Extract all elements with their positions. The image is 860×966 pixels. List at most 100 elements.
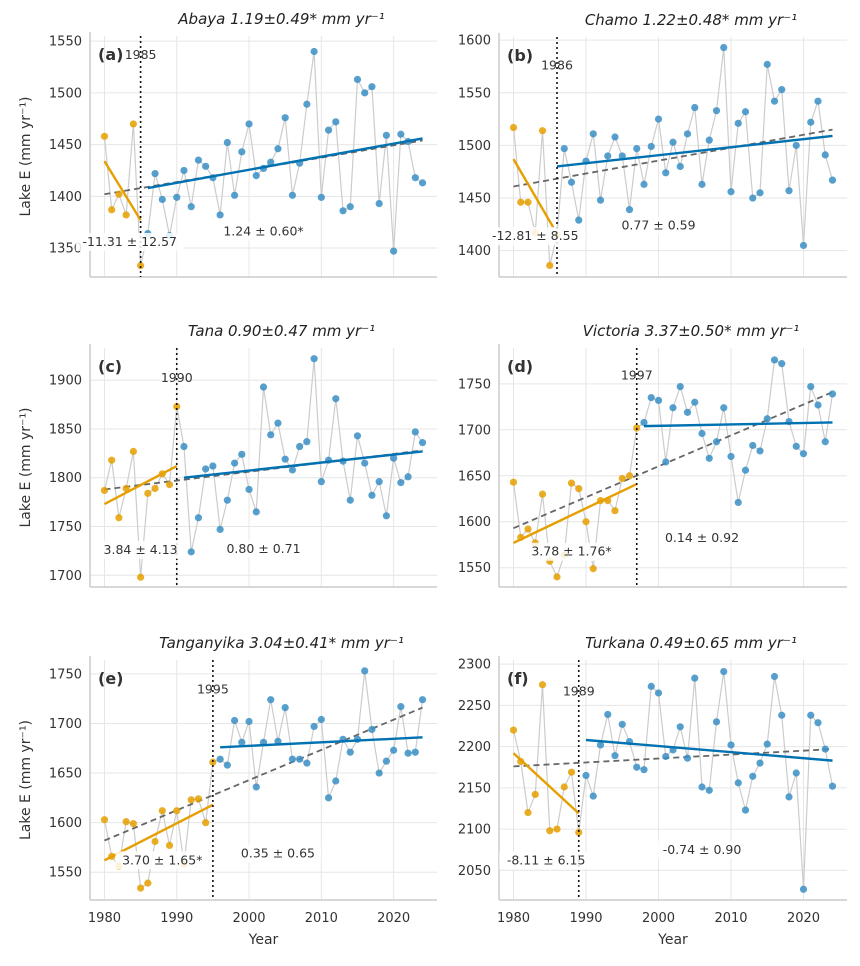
pre-break-trend-line xyxy=(103,803,214,862)
post-break-point xyxy=(238,738,246,746)
post-break-point xyxy=(676,723,684,731)
y-tick-label: 1400 xyxy=(458,244,491,259)
pre-trend-label-background xyxy=(524,542,619,561)
post-break-point xyxy=(368,725,376,734)
pre-trend-label: 3.78 ± 1.76* xyxy=(531,544,611,559)
post-trend-label-background xyxy=(655,840,749,859)
pre-break-point xyxy=(524,525,532,533)
pre-break-point xyxy=(165,480,174,489)
post-break-point xyxy=(698,180,706,188)
pre-trend-label-background xyxy=(97,540,184,559)
x-tick-label: 2000 xyxy=(232,911,265,926)
panel-label: (f) xyxy=(507,669,529,688)
post-break-point xyxy=(683,408,692,416)
post-break-point xyxy=(223,761,231,769)
pre-trend-label: 3.84 ± 4.13 xyxy=(104,542,178,557)
post-break-point xyxy=(785,793,793,801)
pre-break-point xyxy=(122,211,130,219)
post-break-point xyxy=(604,710,612,719)
post-break-point xyxy=(324,126,333,134)
post-break-point xyxy=(317,193,325,201)
post-break-point xyxy=(418,696,427,704)
post-break-point xyxy=(625,206,634,214)
panel-label: (a) xyxy=(98,45,123,64)
post-break-point xyxy=(749,441,757,450)
x-tick-label: 2010 xyxy=(714,911,747,926)
y-tick-label: 1750 xyxy=(458,377,491,392)
post-break-point xyxy=(346,203,354,211)
post-break-point xyxy=(676,383,684,391)
post-break-point xyxy=(238,450,246,458)
post-trend-label: 0.77 ± 0.59 xyxy=(621,218,695,233)
pre-break-point xyxy=(144,879,152,887)
post-break-point xyxy=(216,755,224,763)
post-break-point xyxy=(418,439,427,447)
pre-break-point xyxy=(137,262,145,270)
overall-trend-line xyxy=(513,128,833,188)
post-break-point xyxy=(296,442,304,451)
post-break-point xyxy=(411,428,419,436)
post-break-point xyxy=(654,115,663,123)
pre-break-point xyxy=(517,198,525,206)
post-break-point xyxy=(382,512,390,520)
post-break-point xyxy=(647,682,655,690)
post-break-point xyxy=(411,174,419,182)
pre-trend-label-background xyxy=(115,851,210,870)
y-tick-label: 1900 xyxy=(49,374,82,389)
pre-break-point xyxy=(524,808,532,817)
post-break-point xyxy=(640,180,648,188)
post-break-point xyxy=(785,187,793,195)
pre-break-point xyxy=(173,807,181,815)
pre-break-point xyxy=(187,796,195,804)
post-break-point xyxy=(368,83,376,91)
post-trend-label-background xyxy=(220,539,307,558)
post-break-point xyxy=(654,689,663,697)
pre-break-point xyxy=(633,424,641,432)
post-break-point xyxy=(596,741,605,749)
post-break-point xyxy=(814,97,822,105)
y-tick-label: 2100 xyxy=(458,823,491,838)
post-break-point xyxy=(274,145,282,153)
post-break-point xyxy=(683,754,692,762)
pre-break-point xyxy=(575,828,583,836)
post-break-point xyxy=(654,396,663,404)
post-break-point xyxy=(799,241,808,250)
post-break-point xyxy=(589,792,597,800)
post-break-point xyxy=(245,717,253,726)
post-break-point xyxy=(411,748,419,756)
y-tick-label: 2200 xyxy=(458,740,491,755)
post-break-point xyxy=(245,485,253,494)
post-break-point xyxy=(720,43,728,52)
y-tick-label: 1500 xyxy=(458,139,491,154)
x-tick-label: 2010 xyxy=(305,911,338,926)
pre-break-point xyxy=(137,573,145,581)
post-break-point xyxy=(303,759,311,767)
post-break-point xyxy=(303,438,311,446)
break-year-label: 1989 xyxy=(563,683,595,698)
post-break-point xyxy=(230,459,239,467)
post-break-point xyxy=(691,398,699,406)
post-break-point xyxy=(418,179,427,187)
y-tick-label: 2300 xyxy=(458,658,491,673)
panel-title: Victoria 3.37±0.50* mm yr⁻¹ xyxy=(583,322,800,340)
post-break-point xyxy=(296,755,304,763)
post-break-trend-line xyxy=(585,738,833,762)
panel-e: 1550 1600 1650 1700 1750 1980 1990 2000 2010 2020… xyxy=(18,634,437,948)
post-break-point xyxy=(756,189,764,197)
x-tick-label: 2000 xyxy=(642,911,675,926)
post-break-point xyxy=(582,771,590,780)
post-break-point xyxy=(749,772,757,780)
panel-b: 1400 1450 1500 1550 1600 Chamo 1.22±0.48* mm … xyxy=(458,11,847,278)
pre-break-point xyxy=(151,484,159,493)
pre-break-point xyxy=(538,490,547,498)
y-tick-label: 1500 xyxy=(49,86,82,101)
pre-break-point xyxy=(209,758,217,766)
panel-label: (e) xyxy=(98,669,123,688)
post-break-point xyxy=(705,454,713,462)
post-break-point xyxy=(353,75,362,84)
post-break-point xyxy=(560,144,568,153)
post-break-point xyxy=(173,193,181,201)
panel-title: Turkana 0.49±0.65 mm yr⁻¹ xyxy=(585,634,797,652)
post-break-point xyxy=(194,514,203,522)
y-tick-label: 2250 xyxy=(458,699,491,714)
